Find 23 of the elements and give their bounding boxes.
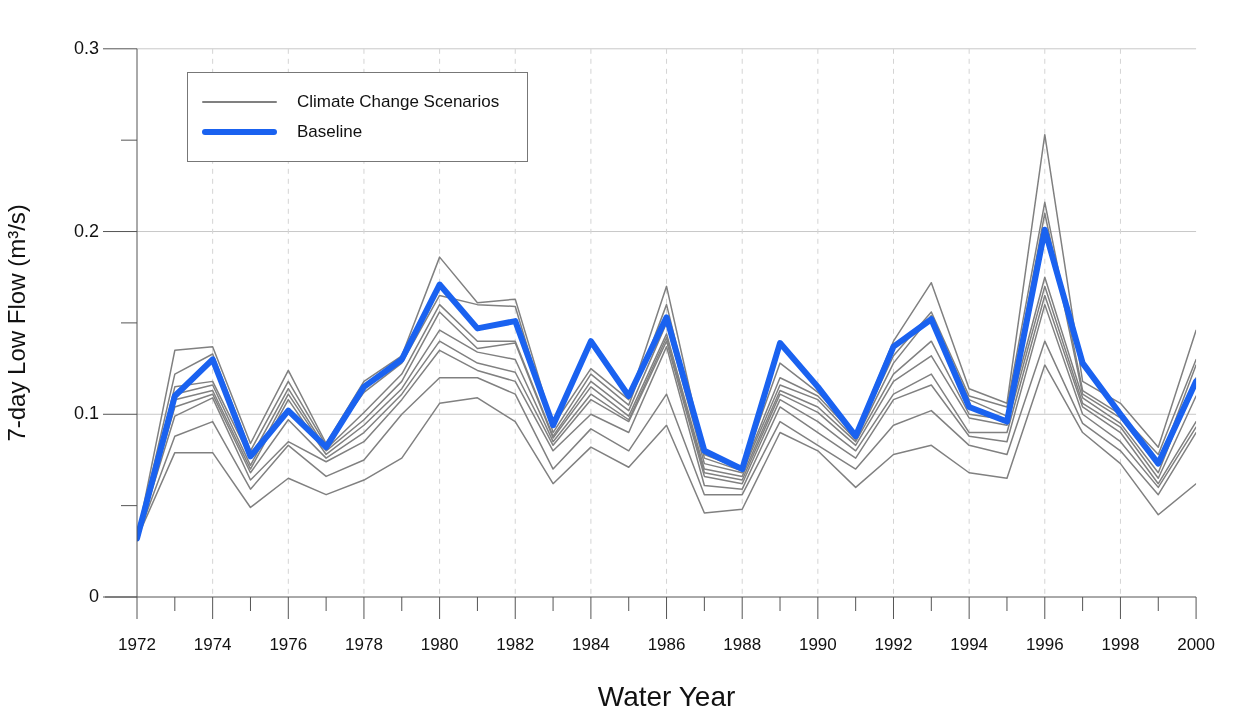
x-tick-label: 1984: [571, 634, 610, 654]
y-axis-title: 7-day Low Flow (m³/s): [3, 204, 31, 442]
x-tick-label: 1998: [1101, 634, 1140, 654]
legend-label: Baseline: [297, 122, 363, 142]
y-tick-label: 0.1: [73, 403, 99, 424]
x-tick-label: 1992: [874, 634, 913, 654]
y-tick-label: 0.3: [73, 37, 99, 58]
y-tick-label: 0: [88, 585, 99, 606]
x-tick-label: 2000: [1177, 634, 1215, 654]
x-axis-title: Water Year: [597, 680, 736, 712]
x-tick-label: 1994: [950, 634, 989, 654]
x-tick-label: 1980: [420, 634, 459, 654]
x-tick-label: 1988: [723, 634, 762, 654]
x-tick-label: 1976: [269, 634, 308, 654]
x-tick-label: 1972: [118, 634, 156, 654]
y-tick-label: 0.2: [73, 220, 99, 241]
x-tick-label: 1978: [345, 634, 383, 654]
x-tick-label: 1990: [798, 634, 837, 654]
x-tick-label: 1996: [1025, 634, 1064, 654]
legend-label: Climate Change Scenarios: [297, 92, 500, 112]
x-tick-label: 1974: [193, 634, 232, 654]
x-tick-label: 1986: [647, 634, 686, 654]
x-tick-label: 1982: [496, 634, 535, 654]
